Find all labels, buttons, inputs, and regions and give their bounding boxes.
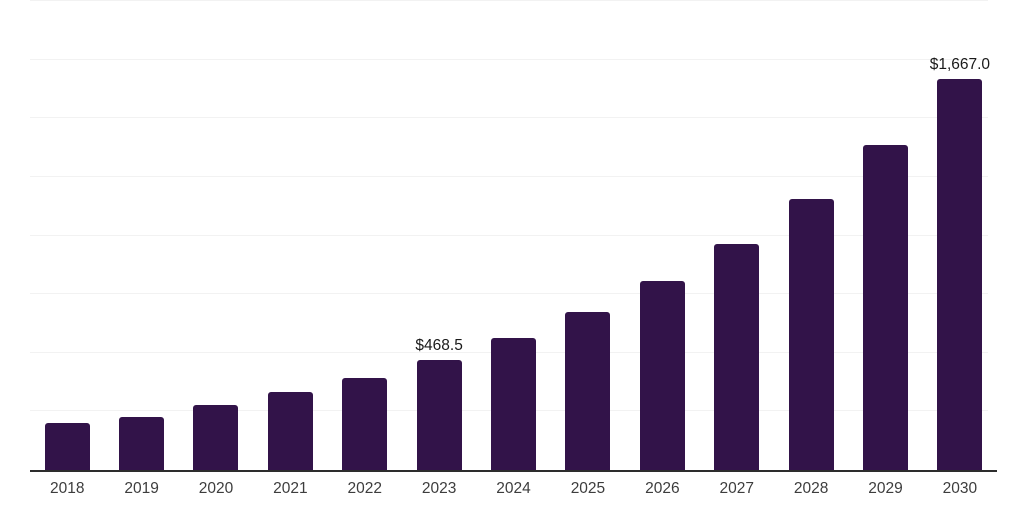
- bar-2024[interactable]: [491, 338, 537, 470]
- x-tick-label-2024: 2024: [496, 480, 531, 497]
- bar-2019[interactable]: [119, 417, 165, 470]
- gridline: [30, 58, 988, 60]
- bar-slot: [625, 1, 699, 470]
- bar-slot: [253, 1, 327, 470]
- bar-slot: [700, 1, 774, 470]
- x-axis-tick-labels: 2018 2019 2020 2021 2022 2023 2024 2025 2026 2027…: [30, 480, 997, 498]
- bar-2025[interactable]: [565, 312, 611, 470]
- bar-2021[interactable]: [267, 392, 313, 470]
- x-tick-label-2030: 2030: [942, 480, 978, 497]
- gridline: [30, 293, 988, 295]
- bar-slot: [179, 1, 253, 470]
- bar-slot: [104, 1, 178, 470]
- bar-2029[interactable]: [862, 144, 908, 470]
- value-label-2030: $1,667.0: [929, 56, 991, 74]
- gridline: [30, 117, 988, 119]
- x-tick-label-2021: 2021: [273, 480, 308, 497]
- bar-slot: [30, 1, 104, 470]
- bar-2027[interactable]: [714, 243, 760, 470]
- x-tick-label-2029: 2029: [868, 480, 903, 497]
- bar-2022[interactable]: [342, 377, 388, 470]
- x-tick-label-2026: 2026: [645, 480, 680, 497]
- x-tick-label-2022: 2022: [347, 480, 382, 497]
- bar-slot: [848, 1, 922, 470]
- x-tick-label-2019: 2019: [124, 480, 159, 497]
- x-tick-label-2018: 2018: [49, 480, 85, 497]
- bar-2026[interactable]: [639, 281, 685, 470]
- bar-slot: [328, 1, 402, 470]
- x-tick-label-2020: 2020: [198, 480, 234, 497]
- bars-row: $468.5 $1,667.0: [30, 1, 997, 470]
- bar-2023[interactable]: [416, 360, 462, 470]
- gridline: [30, 234, 988, 236]
- bar-2018[interactable]: [44, 423, 90, 470]
- value-label-2023: $468.5: [415, 337, 463, 355]
- bar-slot: $468.5: [402, 1, 476, 470]
- x-tick-label-2027: 2027: [719, 480, 754, 497]
- bar-slot: $1,667.0: [923, 1, 997, 470]
- x-tick-label-2025: 2025: [570, 480, 606, 497]
- x-tick-label-2023: 2023: [421, 480, 457, 497]
- gridline: [30, 0, 988, 1]
- bar-slot: [476, 1, 550, 470]
- gridline: [30, 175, 988, 177]
- bar-slot: [551, 1, 625, 470]
- bar-2020[interactable]: [193, 405, 239, 470]
- bar-slot: [774, 1, 848, 470]
- x-tick-label-2028: 2028: [793, 480, 829, 497]
- plot-area: $468.5 $1,667.0: [30, 0, 997, 472]
- bar-2028[interactable]: [788, 198, 834, 470]
- bar-2030[interactable]: [937, 79, 983, 470]
